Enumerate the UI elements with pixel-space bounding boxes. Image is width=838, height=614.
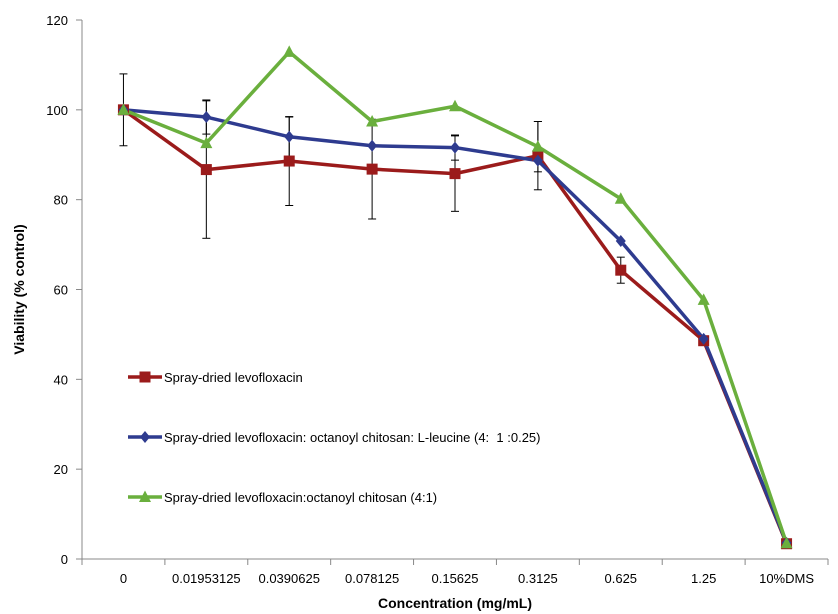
data-point-triangle (117, 103, 130, 115)
x-axis-title: Concentration (mg/mL) (378, 595, 532, 611)
data-point-triangle (531, 140, 544, 152)
data-point-square (283, 155, 295, 167)
series-line (122, 50, 789, 544)
y-tick-label: 40 (54, 372, 68, 387)
x-tick-label: 0.625 (605, 571, 638, 586)
data-point-diamond (367, 139, 378, 152)
series-markers-3 (117, 45, 793, 549)
legend-label: Spray-dried levofloxacin (164, 370, 303, 385)
series-markers-1 (117, 104, 793, 550)
data-point-triangle (449, 99, 461, 112)
x-tick-label: 0.078125 (345, 571, 399, 586)
x-tick-label: 0.0390625 (258, 571, 319, 586)
legend-label: Spray-dried levofloxacin:octanoyl chitos… (164, 490, 437, 505)
y-tick-label: 100 (46, 103, 68, 118)
data-point-square (200, 164, 212, 176)
data-point-diamond (615, 234, 626, 247)
legend-label: Spray-dried levofloxacin: octanoyl chito… (164, 430, 540, 445)
x-tick-label: 10%DMS (759, 571, 814, 586)
series-3 (122, 50, 789, 544)
data-point-diamond (698, 332, 709, 345)
legend-item: Spray-dried levofloxacin: octanoyl chito… (128, 430, 540, 445)
series-layer (117, 45, 793, 550)
x-tick-label: 0.3125 (518, 571, 558, 586)
y-tick-label: 60 (54, 283, 68, 298)
y-axis-title: Viability (% control) (11, 224, 27, 354)
legend-swatch-marker (139, 371, 151, 383)
x-tick-label: 0 (120, 571, 127, 586)
x-tick-label: 1.25 (691, 571, 716, 586)
data-point-triangle (780, 536, 793, 549)
data-point-diamond (532, 154, 543, 167)
x-tick-label: 0.01953125 (172, 571, 241, 586)
axes: 0 20 40 60 80 100 120 0 0.01953125 0.0390625 0.078… (46, 13, 829, 586)
data-point-triangle (697, 293, 710, 305)
legend: Spray-dried levofloxacin Spray-dried levo… (128, 370, 540, 505)
legend-swatch-marker (140, 431, 150, 443)
error-bars (119, 73, 625, 284)
legend-item: Spray-dried levofloxacin:octanoyl chitos… (128, 490, 437, 505)
y-tick-label: 120 (46, 13, 68, 28)
data-point-triangle (200, 136, 213, 149)
y-tick-label: 20 (54, 462, 68, 477)
y-tick-label: 80 (54, 193, 68, 208)
data-point-diamond (284, 130, 295, 143)
series-markers-2 (118, 103, 792, 549)
data-point-square (449, 168, 461, 180)
y-tick-label: 0 (61, 552, 68, 567)
data-point-triangle (614, 192, 627, 204)
legend-swatch-marker (139, 490, 151, 502)
data-point-triangle (283, 45, 296, 57)
legend-item: Spray-dried levofloxacin (128, 370, 303, 385)
data-point-diamond (450, 141, 460, 154)
data-point-diamond (201, 111, 212, 124)
data-point-triangle (366, 115, 379, 127)
x-tick-label: 0.15625 (432, 571, 479, 586)
data-point-square (366, 163, 378, 175)
data-point-square (615, 264, 627, 276)
